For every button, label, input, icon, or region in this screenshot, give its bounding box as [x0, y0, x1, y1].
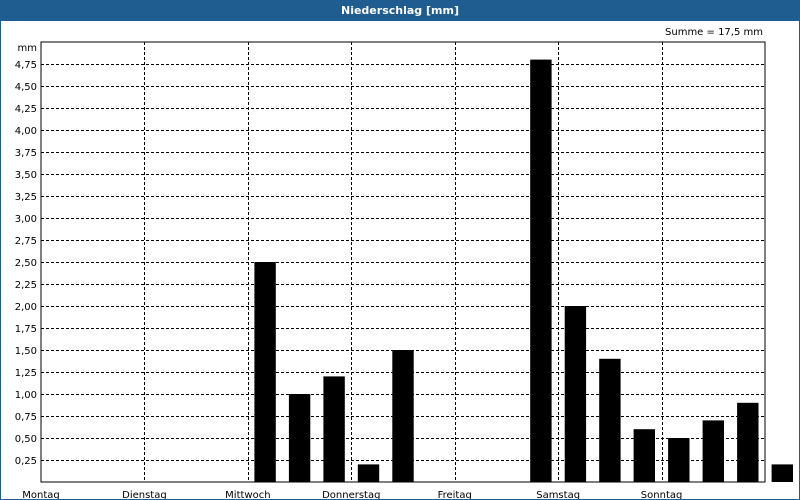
y-tick-label: 3,00: [15, 214, 37, 225]
y-tick-label: 2,50: [15, 258, 37, 269]
y-tick-label: 2,00: [15, 302, 37, 313]
bar: [737, 402, 759, 482]
x-tick-day: Freitag: [438, 490, 472, 499]
chart-title: Niederschlag [mm]: [1, 1, 799, 21]
y-tick-label: 1,00: [15, 390, 37, 401]
bar: [357, 464, 380, 482]
y-tick-label: 4,50: [15, 82, 37, 93]
bar: [702, 420, 724, 482]
bar: [254, 262, 276, 482]
y-tick-label: 4,25: [15, 104, 37, 115]
y-tick-label: 1,75: [15, 324, 37, 335]
y-tick-label: 4,00: [15, 126, 37, 137]
y-tick-label: 4,75: [15, 60, 37, 71]
x-tick-day: Mittwoch: [225, 490, 270, 499]
y-tick-label: 2,75: [15, 236, 37, 247]
x-tick-day: Montag: [22, 490, 59, 499]
y-tick-label: 3,75: [15, 148, 37, 159]
y-tick-label: 1,50: [15, 346, 37, 357]
bar: [599, 358, 621, 482]
bar: [323, 376, 345, 482]
sum-label: Summe = 17,5 mm: [665, 27, 763, 38]
y-tick-label: 0,75: [15, 412, 37, 423]
y-tick-label: 2,25: [15, 280, 37, 291]
x-tick-day: Samstag: [536, 490, 580, 499]
y-axis: 0,25 0,50 0,75 1,00 1,25 1,50 1,75 2,00 2,25 2,50…: [15, 43, 37, 467]
y-tick-label: 1,25: [15, 368, 37, 379]
bar: [564, 306, 587, 482]
y-axis-unit: mm: [18, 43, 37, 54]
bar: [392, 350, 414, 482]
y-tick-label: 0,50: [15, 434, 37, 445]
precipitation-chart: 0,25 0,50 0,75 1,00 1,25 1,50 1,75 2,00 2,25 2,50…: [15, 41, 793, 499]
x-tick-day: Sonntag: [641, 490, 683, 499]
bar: [771, 464, 793, 482]
x-axis: Montag29.02.16Dienstag01.03.16Mittwoch02…: [22, 490, 683, 499]
y-tick-label: 0,25: [15, 456, 37, 467]
grid-lines: [41, 42, 765, 482]
bar-series: [254, 59, 793, 482]
y-tick-label: 3,50: [15, 170, 37, 181]
plot-border: [40, 41, 766, 483]
x-tick-day: Donnerstag: [322, 490, 380, 499]
bar: [633, 429, 655, 482]
bar: [288, 394, 311, 482]
x-tick-day: Dienstag: [122, 490, 167, 499]
y-tick-label: 3,25: [15, 192, 37, 203]
bar: [668, 438, 690, 482]
bar: [530, 59, 552, 482]
